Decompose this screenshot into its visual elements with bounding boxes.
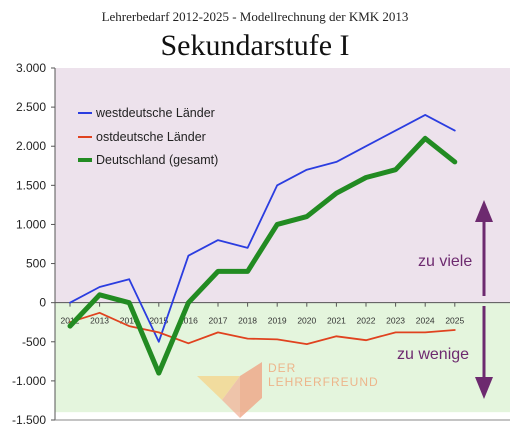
x-tick-label: 2016 <box>179 316 198 326</box>
surplus-label: zu viele <box>418 253 472 270</box>
logo-yellow-triangle <box>197 376 240 400</box>
y-tick-label: 500 <box>26 257 46 271</box>
y-tick-label: -1.000 <box>12 374 46 388</box>
y-tick-label: -500 <box>22 335 46 349</box>
up-arrow-head <box>475 200 493 222</box>
y-tick-label: 0 <box>39 296 46 310</box>
x-tick-label: 2020 <box>297 316 316 326</box>
y-tick-label: 2.000 <box>16 139 46 153</box>
legend-label-total: Deutschland (gesamt) <box>96 153 218 167</box>
x-tick-label: 2013 <box>90 316 109 326</box>
logo-text-line1: DER <box>268 361 296 375</box>
legend-label-west: westdeutsche Länder <box>95 106 215 120</box>
annotation-arrows <box>475 200 493 399</box>
x-tick-label: 2017 <box>209 316 228 326</box>
y-tick-label: -1.500 <box>12 413 46 427</box>
x-tick-label: 2021 <box>327 316 346 326</box>
y-tick-labels: 3.000 2.500 2.000 1.500 1.000 500 0 -500 -1.000 -… <box>12 61 55 427</box>
y-tick-label: 2.500 <box>16 100 46 114</box>
chart-suptitle: Lehrerbedarf 2012-2025 - Modellrechnung … <box>102 9 409 24</box>
surplus-band <box>55 68 510 303</box>
y-tick-label: 1.500 <box>16 178 46 192</box>
shortage-band <box>55 302 510 413</box>
x-tick-label: 2015 <box>149 316 168 326</box>
logo-text-line2: LEHRERFREUND <box>268 375 379 389</box>
logo-red-shape <box>240 362 262 418</box>
x-tick-label: 2025 <box>445 316 464 326</box>
y-tick-label: 1.000 <box>16 217 46 231</box>
x-tick-label: 2022 <box>357 316 376 326</box>
series-line-total <box>67 135 458 376</box>
x-tick-label: 2014 <box>120 316 139 326</box>
series-line-east <box>69 311 456 346</box>
x-tick-label: 2019 <box>268 316 287 326</box>
legend-label-east: ostdeutsche Länder <box>96 130 206 144</box>
logo-orange-triangle <box>222 376 240 418</box>
x-tick-label: 2024 <box>416 316 435 326</box>
shortage-label: zu wenige <box>397 346 469 363</box>
series-line-west <box>69 114 456 343</box>
chart-title: Sekundarstufe I <box>160 29 349 62</box>
down-arrow-head <box>475 377 493 399</box>
x-tick-label: 2023 <box>386 316 405 326</box>
x-tick-labels: 2012 2013 2014 2015 2016 2017 2018 2019 2020 2021… <box>61 302 465 326</box>
series-layer <box>67 114 458 376</box>
x-tick-label: 2012 <box>61 316 80 326</box>
y-tick-label: 3.000 <box>16 61 46 75</box>
x-tick-label: 2018 <box>238 316 257 326</box>
lehrerfreund-logo: DER LEHRERFREUND <box>197 361 379 418</box>
legend: westdeutsche Länder ostdeutsche Länder D… <box>78 106 218 167</box>
